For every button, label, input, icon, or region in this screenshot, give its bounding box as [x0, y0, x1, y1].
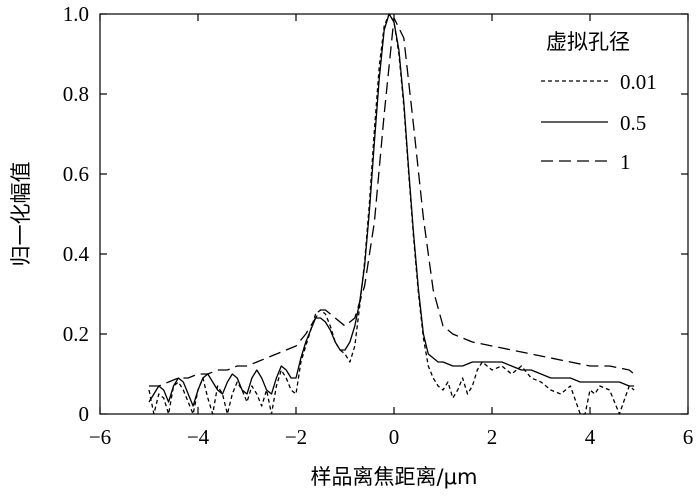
x-tick-label: −2	[285, 425, 307, 449]
y-tick-label: 0.8	[63, 82, 89, 106]
y-tick-label: 0.4	[63, 242, 90, 266]
x-tick-label: 4	[585, 425, 596, 449]
tick-layer: −6 −4 −2 0 2 4 6 0 0.2 0.4 0.6 0.8 1.0	[63, 2, 694, 449]
series-line-1	[149, 17, 635, 387]
series-line-0.5	[148, 13, 635, 407]
y-tick-label: 0.2	[63, 322, 89, 346]
y-axis-label: 归一化幅值	[9, 162, 33, 267]
y-tick-label: 0	[79, 402, 90, 426]
series-line-0.01	[148, 13, 635, 415]
y-tick-label: 0.6	[63, 162, 89, 186]
x-tick-label: −4	[187, 425, 210, 449]
legend-label-0.01: 0.01	[620, 70, 657, 94]
y-tick-label: 1.0	[63, 2, 89, 26]
legend-label-1: 1	[620, 150, 631, 174]
x-axis-label: 样品离焦距离/μm	[311, 465, 478, 489]
legend-title: 虚拟孔径	[546, 30, 630, 54]
plot-frame	[99, 13, 689, 415]
x-tick-label: −6	[89, 425, 111, 449]
x-tick-label: 6	[683, 425, 694, 449]
legend: 虚拟孔径 0.01 0.5 1	[541, 30, 657, 174]
x-tick-label: 0	[389, 425, 400, 449]
legend-label-0.5: 0.5	[620, 111, 646, 135]
x-tick-label: 2	[487, 425, 498, 449]
series-layer	[148, 13, 635, 415]
